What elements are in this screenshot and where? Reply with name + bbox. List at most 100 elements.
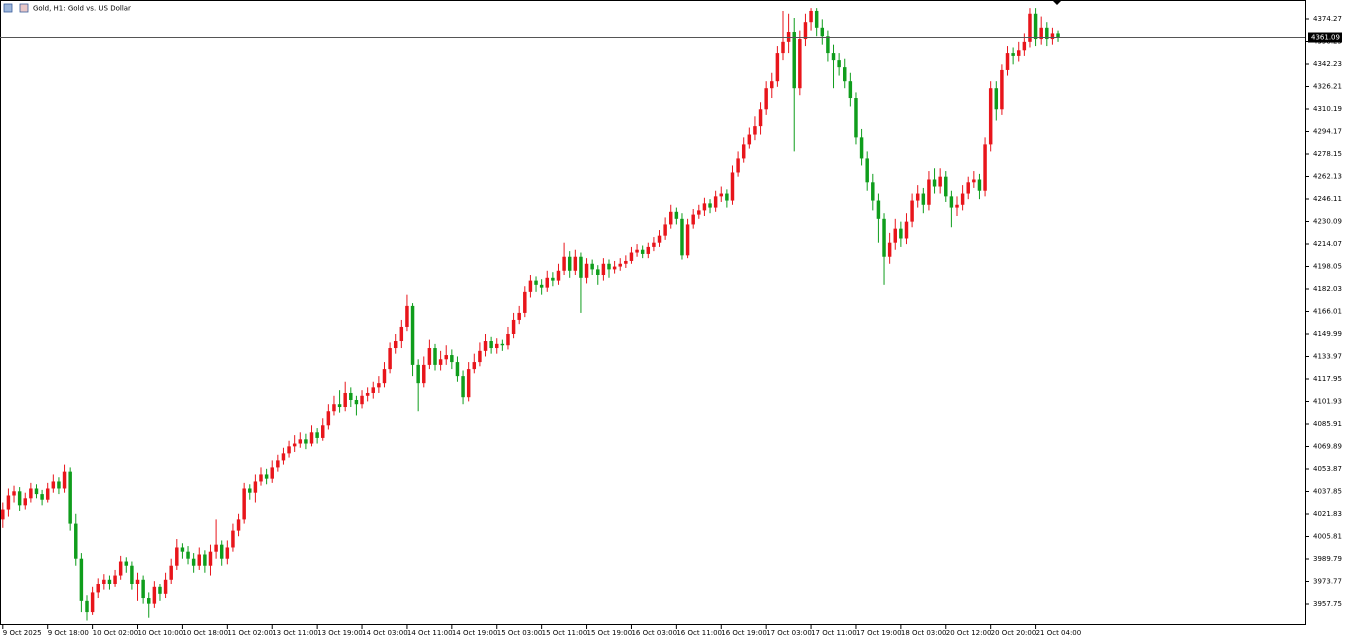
candle-body — [388, 348, 392, 370]
candle-body — [1017, 50, 1021, 56]
x-tick-label: 9 Oct 18:00 — [48, 629, 89, 637]
candle-body — [147, 598, 151, 604]
candle-body — [899, 228, 903, 239]
x-tick-label: 18 Oct 03:00 — [901, 629, 947, 637]
y-tick-label: 4278.15 — [1313, 150, 1342, 158]
candle-body — [248, 488, 252, 493]
candle-body — [657, 235, 662, 243]
candle-body — [865, 158, 869, 183]
candle-body — [910, 200, 914, 222]
x-tick-label: 9 Oct 2025 — [3, 629, 42, 637]
candle-body — [579, 256, 583, 278]
candle-body — [517, 312, 521, 320]
candle-body — [135, 579, 140, 584]
candle-body — [697, 210, 701, 215]
x-tick-label: 17 Oct 11:00 — [811, 629, 857, 637]
candle-body — [691, 214, 695, 225]
x-tick-label: 14 Oct 03:00 — [362, 629, 408, 637]
candle-body — [843, 67, 847, 82]
candle-body — [208, 551, 213, 566]
candle-body — [79, 558, 84, 601]
candle-body — [741, 144, 746, 159]
candle-body — [124, 561, 129, 566]
candle-body — [152, 586, 157, 604]
y-tick-label: 4182.03 — [1313, 285, 1342, 293]
candle-body — [528, 280, 533, 292]
y-tick-label: 4101.93 — [1313, 398, 1342, 406]
candle-body — [893, 228, 897, 243]
marker — [1053, 1, 1061, 5]
candle-body — [197, 554, 201, 566]
candle-body — [663, 224, 667, 236]
x-tick-label: 10 Oct 10:00 — [138, 629, 184, 637]
x-tick-label: 11 Oct 02:00 — [227, 629, 273, 637]
candle-body — [354, 400, 359, 405]
candle-body — [1000, 69, 1004, 110]
x-tick-label: 20 Oct 12:00 — [946, 629, 992, 637]
candle-body — [680, 218, 684, 256]
candle-body — [1, 509, 5, 520]
candle-body — [45, 488, 50, 500]
candle-body — [652, 242, 656, 247]
y-tick-label: 4133.97 — [1313, 353, 1342, 361]
candle-body — [433, 348, 437, 365]
candle-body — [68, 471, 72, 524]
candle-body — [960, 193, 965, 205]
candle-body — [831, 53, 836, 61]
x-tick-label: 10 Oct 18:00 — [182, 629, 228, 637]
candle-body — [326, 411, 331, 426]
candle-body — [887, 242, 892, 257]
candle-body — [702, 203, 707, 211]
candle-body — [1033, 13, 1038, 40]
candle-body — [859, 137, 864, 159]
candle-body — [972, 179, 976, 183]
candle-body — [158, 586, 162, 594]
candle-body — [29, 488, 33, 499]
candle-body — [450, 355, 454, 363]
candle-body — [405, 305, 409, 327]
candle-body — [786, 32, 791, 42]
y-tick-label: 4342.23 — [1313, 60, 1342, 68]
chart-title: Gold, H1: Gold vs. US Dollar — [33, 5, 131, 13]
candle-body — [955, 204, 959, 208]
y-tick-label: 4069.89 — [1313, 443, 1342, 451]
y-tick-label: 4053.87 — [1313, 465, 1342, 473]
candle-body — [130, 565, 134, 584]
candle-body — [921, 193, 926, 205]
current-price-label: 4361.09 — [1311, 34, 1340, 42]
candle-body — [74, 523, 78, 559]
candle-body — [236, 519, 241, 531]
candle-body — [814, 10, 819, 28]
y-tick-label: 4214.07 — [1313, 240, 1342, 248]
candle-body — [40, 494, 44, 500]
x-tick-label: 17 Oct 19:00 — [856, 629, 902, 637]
candle-body — [203, 554, 207, 566]
candle-body — [736, 158, 740, 173]
y-tick-label: 4262.13 — [1313, 173, 1342, 181]
candle-body — [17, 491, 22, 506]
candle-body — [270, 467, 274, 479]
candle-body — [382, 369, 387, 384]
candle-body — [455, 362, 460, 377]
y-tick-label: 4166.01 — [1313, 308, 1342, 316]
candle-body — [118, 561, 123, 576]
candle-body — [781, 41, 785, 54]
candle-body — [483, 341, 488, 351]
candle-body — [495, 343, 499, 349]
candle-body — [85, 600, 89, 613]
y-tick-label: 4149.99 — [1313, 330, 1342, 338]
y-tick-label: 4198.05 — [1313, 263, 1342, 271]
candle-body — [309, 432, 314, 444]
y-tick-label: 3973.77 — [1313, 578, 1342, 586]
x-tick-label: 21 Oct 04:00 — [1036, 629, 1082, 637]
candle-body — [444, 355, 448, 360]
candle-body — [427, 348, 432, 365]
candle-body — [624, 260, 628, 264]
candle-body — [1028, 13, 1032, 42]
candle-body — [253, 481, 258, 493]
candle-body — [669, 211, 673, 225]
y-tick-label: 3989.79 — [1313, 555, 1342, 563]
candle-body — [567, 256, 572, 271]
candle-body — [57, 481, 61, 489]
candle-body — [584, 263, 589, 278]
